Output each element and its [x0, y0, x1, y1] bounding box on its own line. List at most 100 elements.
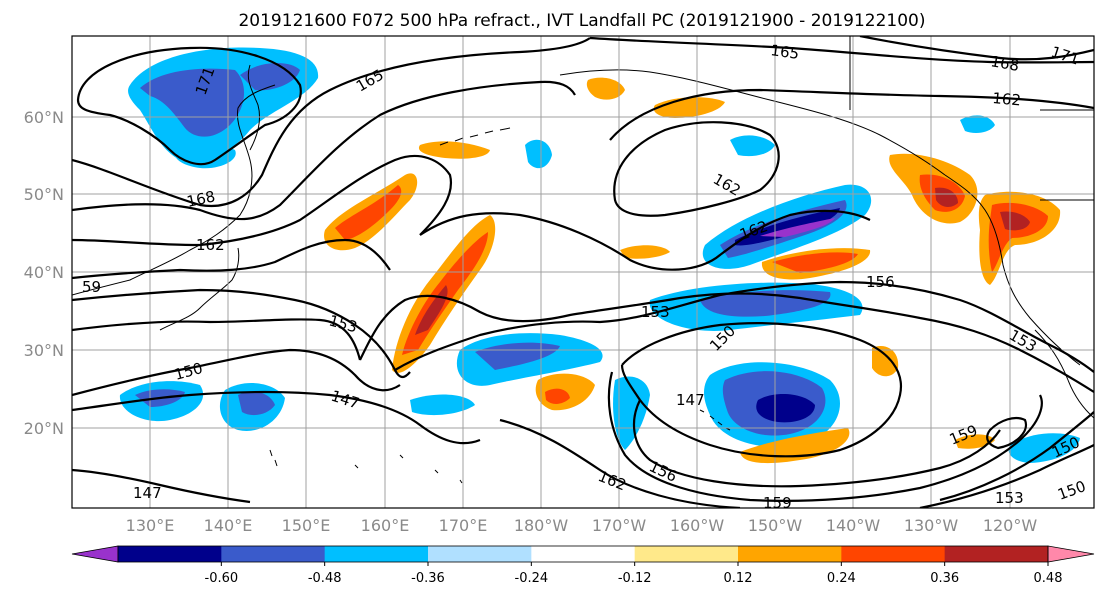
contour-153-c	[359, 292, 1094, 393]
shade-small-5-core	[545, 388, 570, 404]
map-panel: 171 165 165 168 171 162 168 162 59 162 1…	[71, 35, 1095, 512]
coast-asia	[72, 84, 276, 296]
shade-blob-w2-core	[238, 391, 275, 416]
height-contours	[72, 36, 1094, 508]
lon-label: 130°E	[126, 516, 175, 535]
contour-150-w	[72, 348, 401, 397]
contour-150-c	[620, 322, 903, 458]
contour-label: 153	[641, 303, 670, 321]
lat-label: 20°N	[24, 419, 64, 438]
contour-159-w	[72, 238, 391, 280]
coast-hawaii	[699, 409, 731, 431]
shade-small-13	[960, 115, 995, 133]
contour-label: 147	[133, 484, 162, 502]
shade-small-1	[586, 77, 625, 100]
contour-162-c	[419, 209, 871, 271]
colorbar-tick-label: -0.24	[515, 571, 549, 586]
coast-na-west	[944, 174, 1081, 366]
contour-label: 59	[82, 278, 101, 296]
lat-axis: 60°N 50°N 40°N 30°N 20°N	[24, 108, 64, 438]
contour-label: 147	[676, 391, 705, 409]
graticule	[72, 36, 1094, 508]
lon-label: 160°W	[670, 516, 725, 535]
colorbar-tick-label: 0.48	[1034, 571, 1063, 586]
colorbar-segment	[944, 546, 1049, 562]
contour-162-ne	[609, 88, 1094, 141]
contour-label: 168	[989, 52, 1020, 75]
colorbar-tick-label: -0.60	[205, 571, 239, 586]
lon-label: 150°E	[282, 516, 331, 535]
shade-band-e-dark	[735, 208, 840, 246]
lon-axis: 130°E 140°E 150°E 160°E 170°E 180°W 170°…	[126, 516, 1038, 535]
contour-147-sw	[72, 468, 251, 504]
lat-label: 40°N	[24, 263, 64, 282]
shaded-fields	[119, 47, 1080, 464]
contour-162-w	[72, 155, 453, 247]
lon-label: 180°W	[514, 516, 569, 535]
shade-band-e-purple	[760, 218, 835, 237]
contour-150-se	[939, 411, 1094, 502]
colorbar-tick-label: -0.12	[618, 571, 652, 586]
contour-147-c	[633, 399, 1001, 488]
lon-label: 130°W	[904, 516, 959, 535]
contour-label: 162	[196, 236, 225, 254]
colorbar-tick-label: -0.48	[308, 571, 342, 586]
coast-bc	[849, 36, 1094, 201]
shade-blob-s-dark	[756, 393, 815, 423]
coast-alaska	[559, 69, 946, 176]
contour-label: 162	[992, 89, 1022, 109]
shade-small-3	[418, 141, 490, 159]
contour-153-w	[72, 318, 362, 361]
shade-blob-nw-core	[140, 68, 245, 137]
contour-147-w	[72, 390, 481, 445]
shade-streak-e-core	[772, 252, 858, 273]
contour-label: 168	[185, 187, 217, 211]
contour-156-s	[607, 371, 1043, 502]
contour-171-nw	[76, 46, 302, 166]
lon-label: 160°E	[361, 516, 410, 535]
contour-153-se	[919, 444, 1094, 508]
colorbar-tick-label: 0.24	[827, 571, 856, 586]
colorbar: -0.60 -0.48 -0.36 -0.24 -0.12 0.12 0.24 0.36 0.4…	[71, 545, 1095, 586]
coast-japan	[159, 247, 240, 331]
colorbar-outline	[117, 545, 1049, 563]
contour-159-s	[986, 416, 1028, 450]
contour-162-s	[499, 418, 741, 508]
colorbar-tick-label: 0.12	[724, 571, 753, 586]
shade-coast-nw-dark	[935, 187, 958, 207]
shade-small-6	[872, 346, 899, 377]
colorbar-segment	[428, 546, 532, 562]
shade-small-10	[613, 376, 650, 450]
coast-kamchatka	[247, 64, 261, 151]
contour-162-c2	[613, 121, 780, 217]
colorbar-segment	[841, 546, 946, 562]
colorbar-segment	[221, 546, 326, 562]
shade-small-8	[620, 245, 670, 259]
coast-islands	[269, 449, 463, 484]
contour-168-ne	[859, 36, 1094, 61]
map-title: 2019121600 F072 500 hPa refract., IVT La…	[238, 11, 925, 31]
colorbar-segment	[324, 546, 429, 562]
colorbar-segment	[118, 546, 222, 562]
colorbar-tick-label: -0.36	[411, 571, 445, 586]
contour-168	[72, 37, 591, 208]
colorbar-segment	[738, 546, 842, 562]
lon-label: 170°W	[592, 516, 647, 535]
contour-label: 156	[866, 273, 895, 291]
contour-156-c	[394, 280, 1094, 373]
coastlines	[72, 36, 1094, 484]
map-frame	[71, 35, 1095, 509]
lon-label: 140°E	[204, 516, 253, 535]
lon-label: 120°W	[983, 516, 1038, 535]
lat-label: 60°N	[24, 108, 64, 127]
contour-label: 153	[995, 489, 1024, 507]
contour-165	[72, 80, 576, 221]
shade-small-12	[730, 135, 775, 157]
lat-label: 50°N	[24, 185, 64, 204]
shade-small-4	[525, 139, 552, 169]
contour-label: 165	[769, 41, 800, 63]
shade-small-9	[1008, 433, 1080, 463]
contour-165-ne	[589, 36, 1094, 64]
coast-aleutians	[439, 127, 511, 146]
